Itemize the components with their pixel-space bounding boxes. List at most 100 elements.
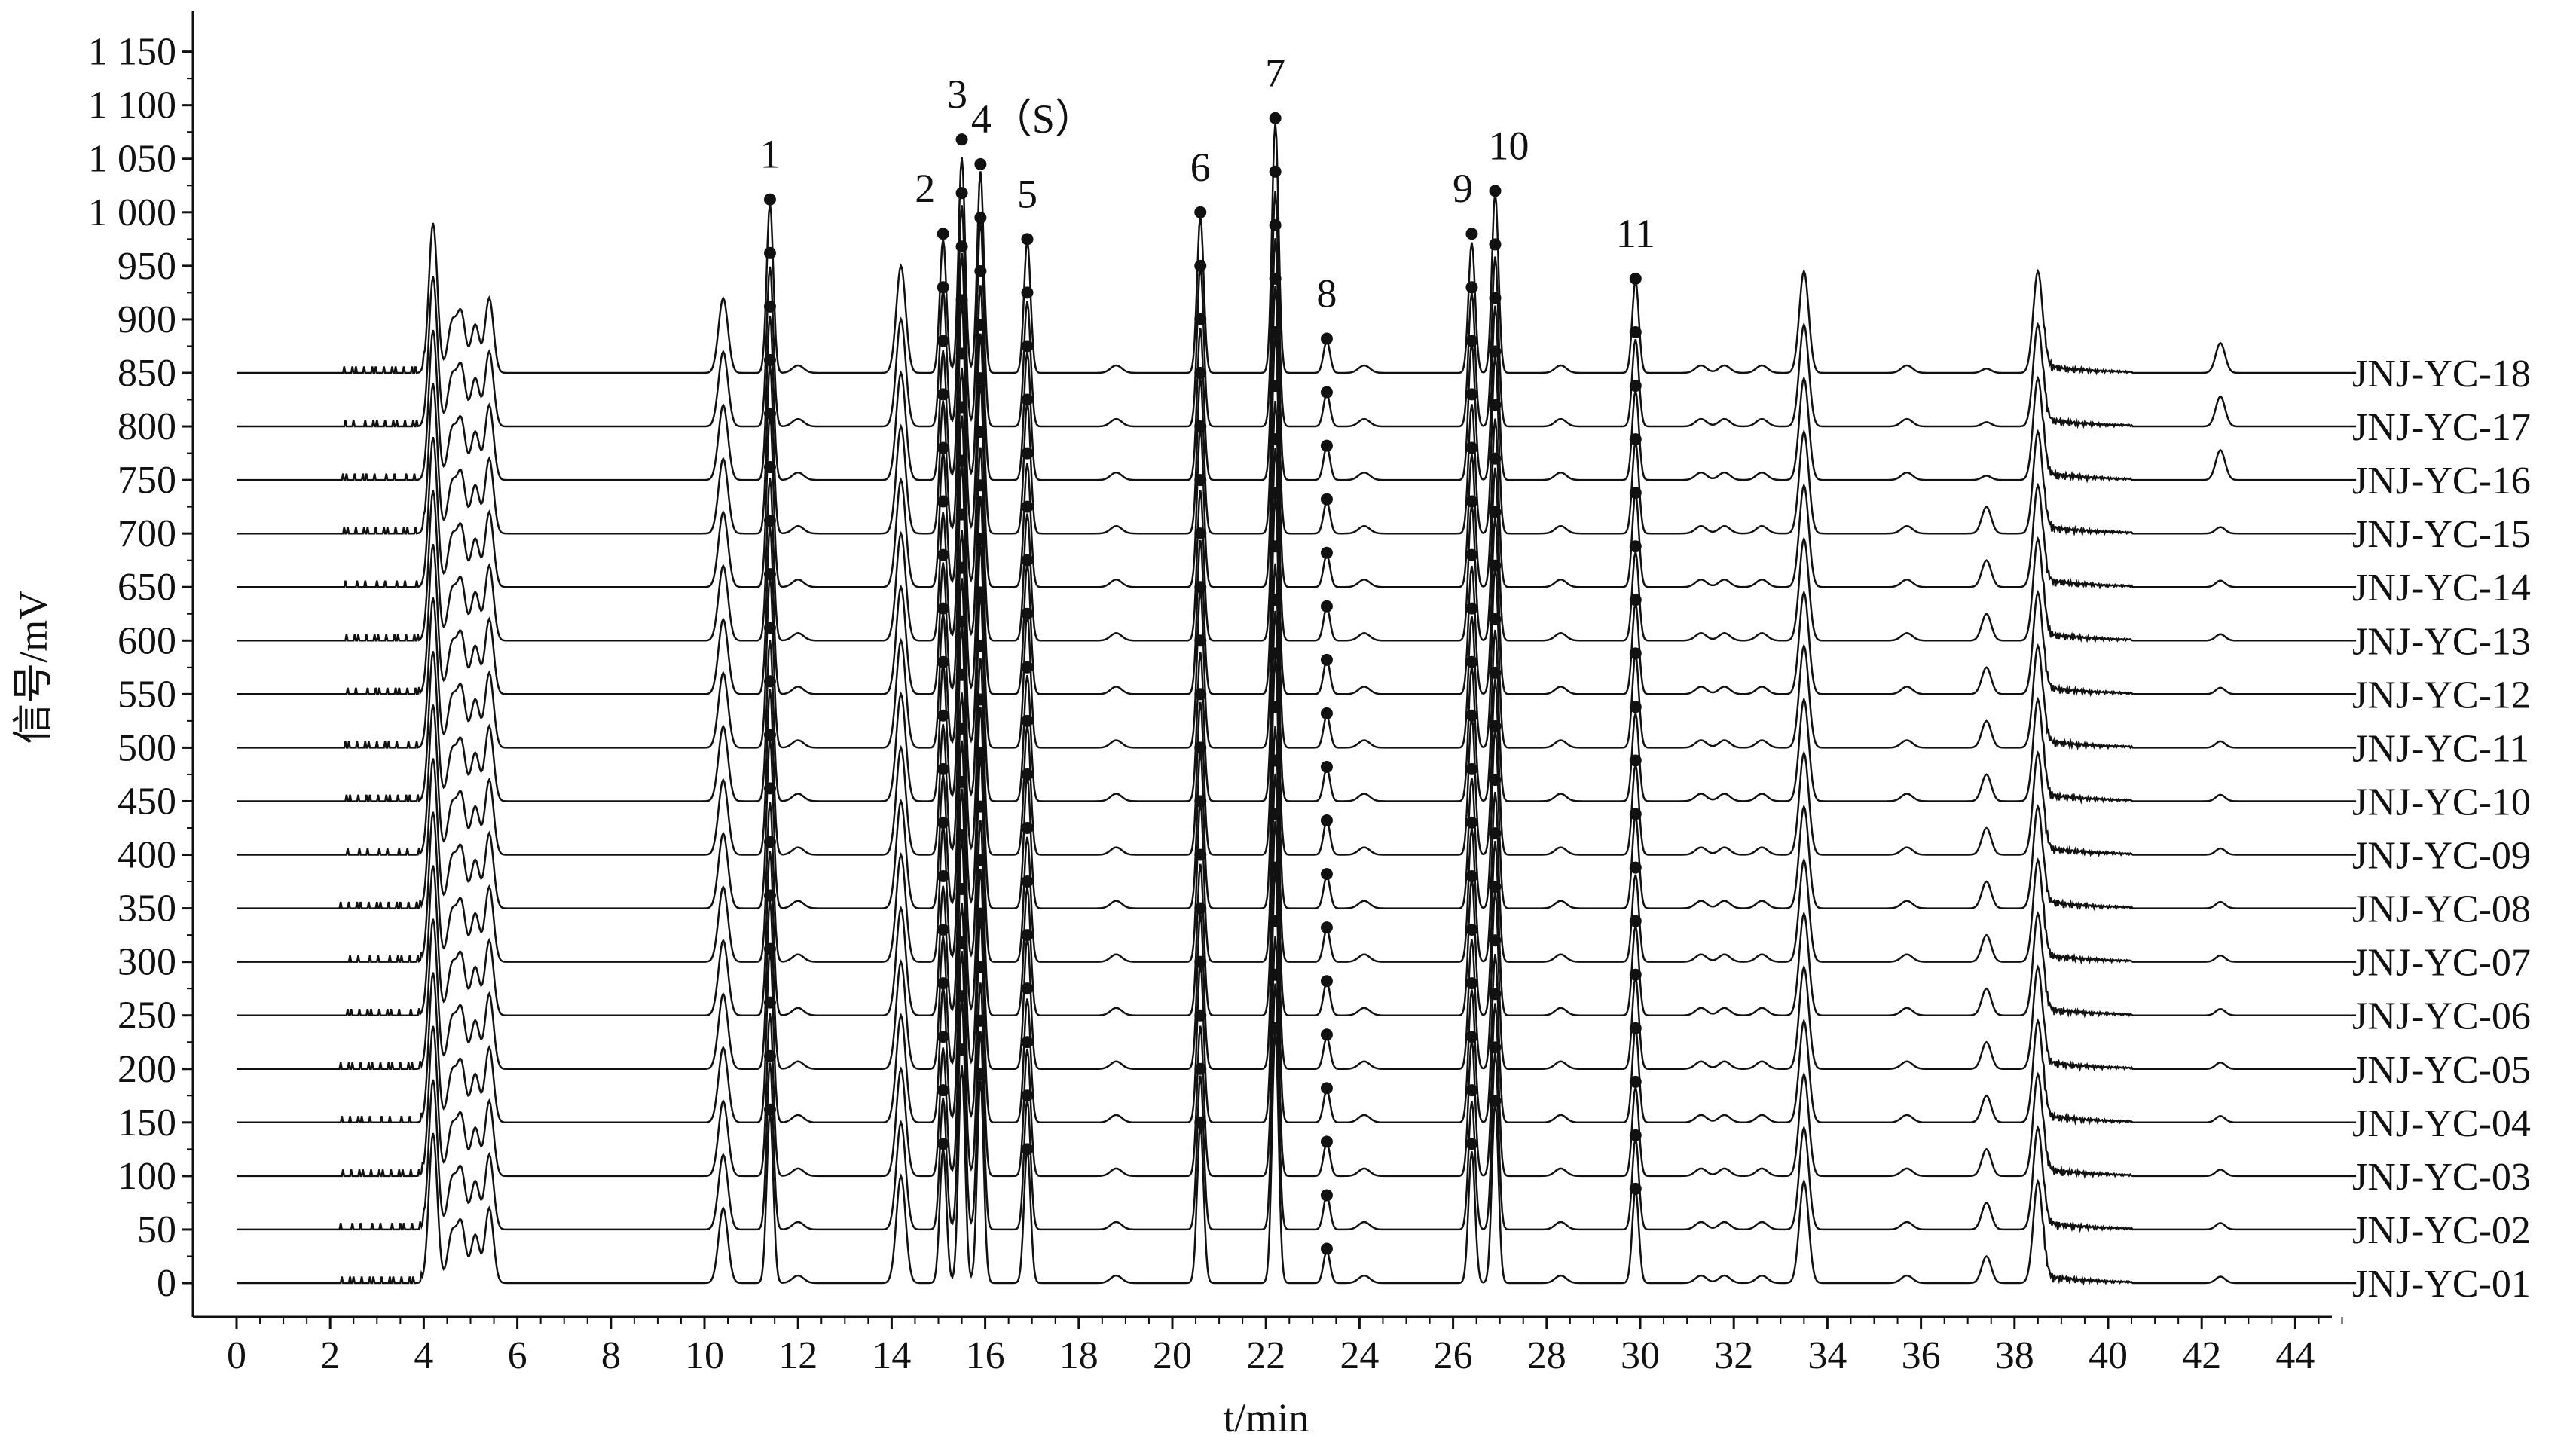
y-tick-label: 1 150 bbox=[88, 31, 176, 74]
y-tick-label: 400 bbox=[118, 834, 176, 877]
peak-marker bbox=[974, 1014, 987, 1027]
peak-marker bbox=[937, 548, 949, 561]
peak-marker bbox=[1629, 861, 1642, 874]
peak-marker bbox=[1465, 335, 1478, 347]
peak-marker bbox=[1320, 546, 1333, 559]
x-tick-label: 34 bbox=[1807, 1334, 1847, 1377]
peak-marker bbox=[763, 1049, 776, 1062]
x-tick-label: 32 bbox=[1714, 1334, 1753, 1377]
peak-marker bbox=[1629, 540, 1642, 553]
peak-marker bbox=[763, 942, 776, 955]
peak-marker bbox=[1021, 607, 1034, 620]
peak-marker bbox=[974, 372, 987, 385]
y-tick-label: 750 bbox=[118, 459, 176, 502]
peak-marker bbox=[1465, 281, 1478, 294]
peak-marker bbox=[974, 479, 987, 492]
peak-marker bbox=[1194, 366, 1207, 379]
peak-marker bbox=[937, 762, 949, 775]
peak-marker bbox=[763, 675, 776, 688]
y-tick-label: 1 050 bbox=[88, 138, 176, 181]
peak-marker bbox=[1021, 393, 1034, 406]
peak-marker bbox=[1194, 1009, 1207, 1022]
peak-marker bbox=[1194, 848, 1207, 861]
peak-marker bbox=[1194, 688, 1207, 701]
peak-marker bbox=[1465, 977, 1478, 990]
peak-marker bbox=[1269, 112, 1282, 124]
peak-marker bbox=[1021, 768, 1034, 781]
peak-marker bbox=[1465, 1084, 1478, 1097]
peak-marker bbox=[1194, 955, 1207, 968]
peak-marker bbox=[1629, 380, 1642, 393]
peak-marker bbox=[1021, 233, 1034, 246]
trace-label: JNJ-YC-01 bbox=[2352, 1263, 2531, 1306]
peak-number-label: 8 bbox=[1316, 271, 1337, 316]
y-tick-label: 50 bbox=[137, 1208, 176, 1251]
peak-marker bbox=[937, 977, 949, 990]
trace-label: JNJ-YC-12 bbox=[2352, 674, 2531, 716]
peak-marker bbox=[974, 961, 987, 973]
y-tick-label: 850 bbox=[118, 352, 176, 395]
peak-marker bbox=[1320, 332, 1333, 345]
x-tick-label: 36 bbox=[1902, 1334, 1941, 1377]
x-tick-label: 10 bbox=[685, 1334, 724, 1377]
peak-marker bbox=[937, 388, 949, 401]
trace-line bbox=[237, 820, 2357, 1072]
trace-line bbox=[237, 726, 2357, 965]
y-tick-label: 700 bbox=[118, 512, 176, 555]
trace-label: JNJ-YC-07 bbox=[2352, 942, 2531, 985]
peak-marker bbox=[1021, 500, 1034, 513]
peak-marker bbox=[937, 495, 949, 508]
peak-marker bbox=[1489, 774, 1502, 787]
peak-marker bbox=[1489, 988, 1502, 1001]
peak-marker bbox=[937, 228, 949, 240]
peak-number-label: 1 bbox=[759, 132, 780, 177]
peak-marker bbox=[1489, 559, 1502, 572]
peak-marker bbox=[1269, 754, 1282, 767]
peak-marker bbox=[1021, 714, 1034, 727]
peak-marker bbox=[1465, 762, 1478, 775]
peak-marker bbox=[1489, 1041, 1502, 1054]
peak-marker bbox=[1021, 447, 1034, 460]
peak-marker bbox=[763, 836, 776, 848]
trace-line bbox=[237, 400, 2357, 643]
peak-marker bbox=[1465, 655, 1478, 668]
y-tick-label: 500 bbox=[118, 726, 176, 769]
peak-marker bbox=[763, 889, 776, 902]
peak-marker bbox=[1489, 1095, 1502, 1107]
peak-marker bbox=[1320, 1189, 1333, 1202]
x-tick-label: 2 bbox=[320, 1334, 340, 1377]
x-tick-label: 30 bbox=[1621, 1334, 1660, 1377]
y-tick-label: 250 bbox=[118, 994, 176, 1037]
axes: 0501001502002503003504004505005506006507… bbox=[88, 11, 2343, 1377]
y-tick-label: 650 bbox=[118, 566, 176, 609]
peak-marker bbox=[1629, 272, 1642, 285]
peak-marker bbox=[955, 347, 968, 360]
peak-marker bbox=[1629, 808, 1642, 820]
trace-label: JNJ-YC-17 bbox=[2352, 406, 2531, 449]
peak-marker bbox=[1021, 340, 1034, 353]
x-tick-label: 0 bbox=[227, 1334, 246, 1377]
peak-marker bbox=[937, 869, 949, 882]
peak-marker bbox=[763, 568, 776, 581]
peak-marker bbox=[1320, 439, 1333, 452]
peak-marker bbox=[974, 693, 987, 706]
peak-marker bbox=[1489, 345, 1502, 358]
peak-marker bbox=[1489, 881, 1502, 894]
y-tick-label: 100 bbox=[118, 1155, 176, 1198]
trace-label: JNJ-YC-08 bbox=[2352, 888, 2531, 931]
peak-marker bbox=[1194, 527, 1207, 540]
peak-marker bbox=[937, 709, 949, 722]
peak-marker bbox=[1465, 548, 1478, 561]
peak-marker bbox=[937, 816, 949, 829]
trace-line bbox=[237, 610, 2357, 857]
peak-marker bbox=[1269, 487, 1282, 500]
peak-marker bbox=[974, 157, 987, 170]
peak-marker bbox=[1629, 754, 1642, 767]
peak-number-label: 9 bbox=[1453, 166, 1473, 211]
peak-marker bbox=[1629, 647, 1642, 660]
peak-marker bbox=[1465, 388, 1478, 401]
peak-marker bbox=[1269, 647, 1282, 660]
peak-marker bbox=[1320, 386, 1333, 399]
peak-marker bbox=[763, 996, 776, 1009]
peak-marker bbox=[974, 319, 987, 331]
